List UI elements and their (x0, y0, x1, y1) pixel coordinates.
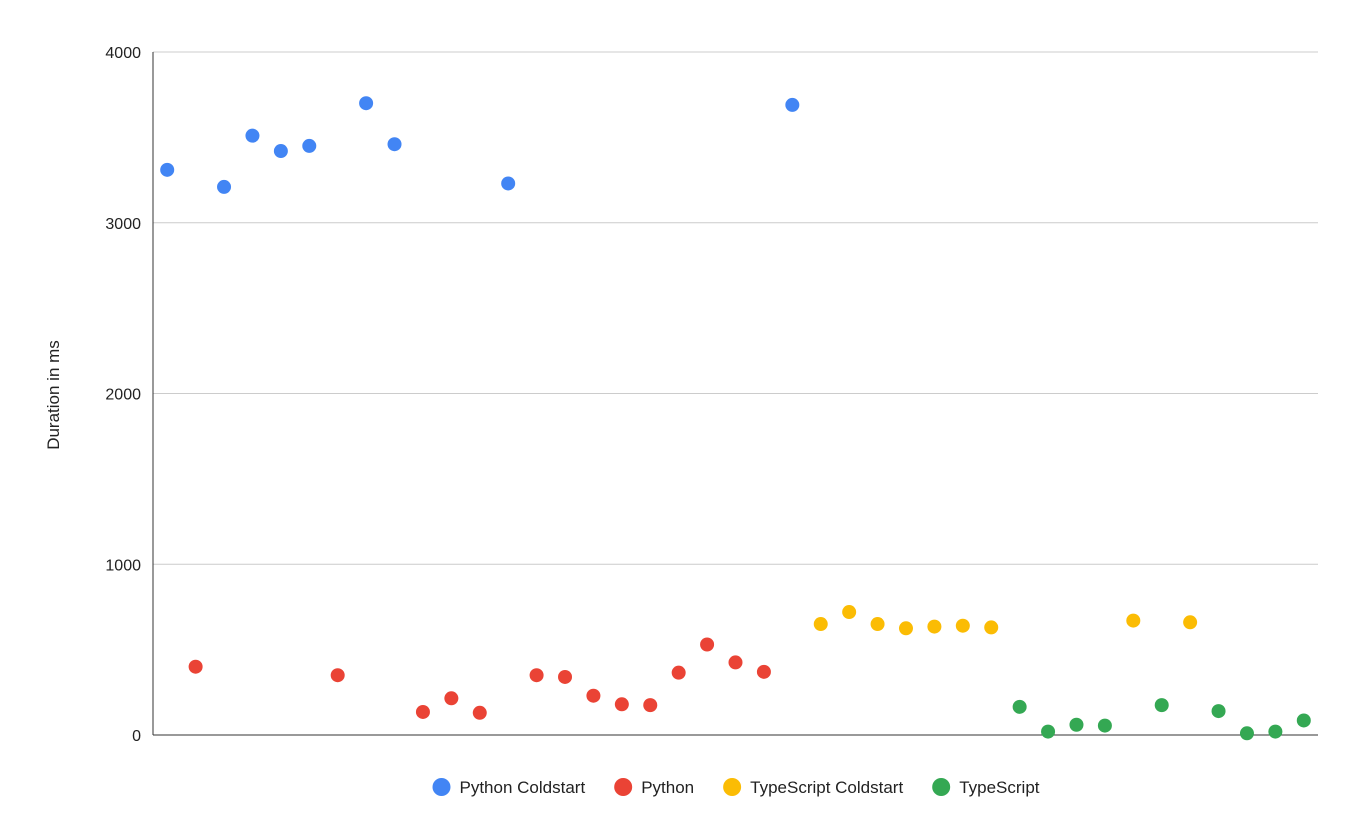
y-tick-label: 4000 (105, 45, 141, 62)
legend-item: TypeScript Coldstart (723, 778, 903, 797)
axes (152, 52, 1318, 736)
data-point (415, 704, 430, 719)
legend-item: Python Coldstart (432, 778, 586, 797)
data-points (160, 96, 1311, 741)
legend-label: TypeScript (959, 778, 1040, 797)
data-point (1211, 704, 1226, 719)
data-point (1183, 615, 1198, 630)
data-point (330, 668, 345, 683)
legend-marker (432, 778, 451, 796)
y-axis-title: Duration in ms (44, 340, 63, 450)
legend-label: Python (641, 778, 694, 797)
series-typescript (1012, 698, 1311, 741)
data-point (1012, 699, 1027, 714)
data-point (870, 617, 885, 632)
data-point (273, 144, 288, 159)
data-point (614, 697, 629, 712)
data-point (1126, 613, 1141, 628)
data-point (1268, 724, 1283, 739)
data-point (1097, 718, 1112, 733)
legend-marker (932, 778, 951, 796)
legend-marker (614, 778, 633, 796)
y-tick-label: 3000 (105, 216, 141, 233)
data-point (558, 669, 573, 684)
data-point (217, 179, 232, 194)
data-point (188, 659, 203, 674)
data-point (160, 162, 175, 177)
data-point (700, 637, 715, 652)
data-point (756, 664, 771, 679)
y-tick-label: 2000 (105, 387, 141, 404)
data-point (927, 619, 942, 634)
legend-item: Python (614, 778, 694, 797)
data-point (387, 137, 402, 152)
data-point (1154, 698, 1169, 713)
legend-label: Python Coldstart (460, 778, 586, 797)
y-axis-tick-labels: 0 1000 2000 3000 4000 (105, 45, 141, 745)
y-tick-label: 0 (132, 728, 141, 745)
data-point (245, 128, 260, 143)
data-point (444, 691, 459, 706)
data-point (529, 668, 544, 683)
legend: Python Coldstart Python TypeScript Coldsta… (432, 778, 1040, 797)
data-point (984, 620, 999, 635)
series-python-coldstart (160, 96, 800, 194)
data-point (1239, 726, 1254, 741)
legend-label: TypeScript Coldstart (750, 778, 903, 797)
data-point (1041, 724, 1056, 739)
data-point (1069, 717, 1084, 732)
data-point (359, 96, 374, 111)
data-point (898, 621, 913, 636)
data-point (813, 617, 828, 632)
legend-marker (723, 778, 742, 796)
gridlines (153, 51, 1318, 565)
data-point (1296, 713, 1311, 728)
y-tick-label: 1000 (105, 557, 141, 574)
data-point (728, 655, 743, 670)
data-point (785, 97, 800, 112)
data-point (671, 665, 686, 680)
data-point (586, 688, 601, 703)
data-point (302, 138, 317, 153)
data-point (842, 605, 857, 620)
series-typescript-coldstart (813, 605, 1198, 636)
legend-item: TypeScript (932, 778, 1040, 797)
data-point (472, 705, 487, 720)
data-point (501, 176, 516, 191)
data-point (643, 698, 658, 713)
data-point (955, 618, 970, 633)
series-python (188, 637, 771, 720)
